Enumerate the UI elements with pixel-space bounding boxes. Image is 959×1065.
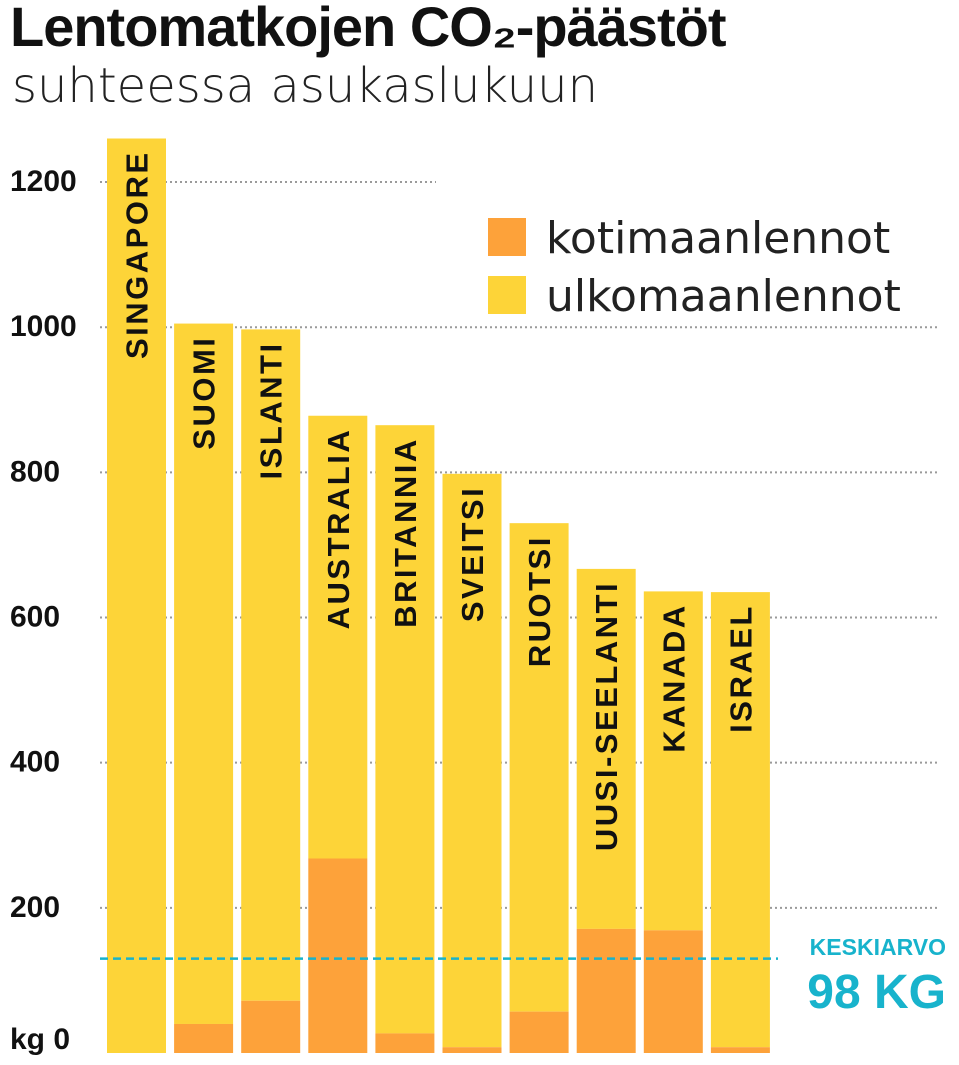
legend-label: ulkomaanlennot (546, 271, 901, 322)
y-tick-label: 1200 (10, 165, 77, 198)
bar-domestic (643, 930, 703, 1053)
bar-label: SUOMI (187, 336, 222, 450)
bar-label: KANADA (656, 603, 691, 752)
bar-label: ISRAEL (723, 604, 758, 733)
bar-label: ISLANTI (254, 341, 289, 479)
average-value: 98 KG (807, 966, 946, 1019)
bar-domestic (375, 1033, 435, 1053)
bar-international (375, 425, 435, 1034)
y-tick-label: kg 0 (10, 1023, 70, 1056)
bar-international (174, 323, 234, 1024)
bar-international (710, 592, 770, 1048)
bar-label: SVEITSI (455, 486, 490, 622)
bar-domestic (710, 1047, 770, 1053)
y-tick-label: 600 (10, 600, 60, 633)
y-tick-label: 800 (10, 455, 60, 488)
bar-domestic (442, 1047, 502, 1053)
average-label: KESKIARVO (810, 934, 946, 960)
legend-swatch (488, 218, 526, 256)
bar-international (509, 523, 569, 1012)
bar-domestic (174, 1023, 234, 1053)
legend-swatch (488, 276, 526, 314)
bar-label: BRITANNIA (388, 437, 423, 628)
y-tick-label: 1000 (10, 310, 77, 343)
bar-domestic (241, 1000, 301, 1053)
chart-subtitle: suhteessa asukaslukuun (12, 58, 598, 114)
bar-international (107, 138, 166, 1053)
bar-international (241, 329, 301, 1001)
bar-label: RUOTSI (522, 535, 557, 667)
bar-international (576, 568, 636, 929)
bar-international (643, 591, 703, 931)
bar-international (308, 415, 368, 859)
bar-domestic (576, 928, 636, 1053)
bar-label: UUSI-SEELANTI (589, 581, 624, 851)
bar-label: AUSTRALIA (321, 428, 356, 630)
bar-domestic (308, 858, 368, 1053)
y-tick-label: 200 (10, 891, 60, 924)
chart-title: Lentomatkojen CO₂-päästöt (10, 0, 726, 58)
y-tick-label: 400 (10, 746, 60, 779)
bar-label: SINGAPORE (120, 150, 155, 359)
legend-label: kotimaanlennot (546, 213, 890, 264)
bar-domestic (509, 1011, 569, 1053)
bar-international (442, 473, 502, 1048)
